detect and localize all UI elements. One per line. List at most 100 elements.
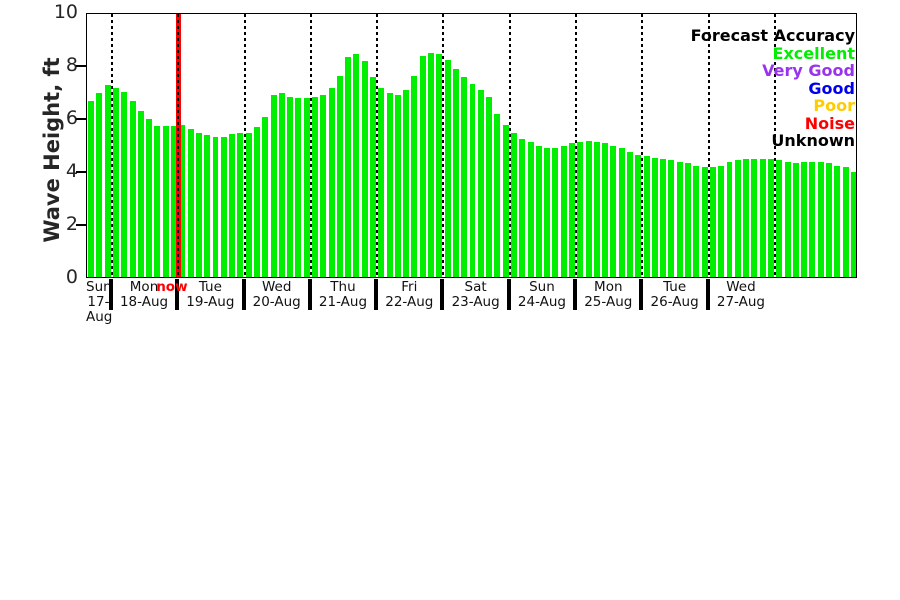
x-axis-day-date: 27-Aug bbox=[716, 294, 765, 310]
bar bbox=[403, 90, 410, 277]
now-label: now bbox=[156, 279, 188, 295]
bar bbox=[651, 157, 658, 277]
bar bbox=[602, 143, 609, 277]
bar bbox=[104, 84, 111, 277]
x-axis-day-date: 24-Aug bbox=[517, 294, 567, 310]
bar bbox=[660, 159, 667, 277]
x-axis-day-cell: Wed 27-Aug bbox=[708, 279, 774, 313]
bar bbox=[577, 141, 584, 277]
bar bbox=[759, 159, 766, 277]
bar bbox=[187, 128, 194, 277]
day-divider bbox=[243, 14, 246, 277]
bar bbox=[585, 140, 592, 277]
day-divider bbox=[575, 14, 578, 277]
bar bbox=[767, 159, 774, 277]
bar bbox=[552, 148, 559, 277]
bar bbox=[593, 141, 600, 277]
bar bbox=[801, 161, 808, 277]
bar bbox=[311, 96, 318, 277]
bar bbox=[195, 132, 202, 277]
bar bbox=[295, 98, 302, 277]
bar bbox=[162, 125, 169, 277]
x-axis-day-cell: Mon 25-Aug bbox=[575, 279, 641, 313]
bar bbox=[394, 95, 401, 277]
bar bbox=[825, 163, 832, 277]
bar bbox=[751, 159, 758, 277]
bar bbox=[287, 96, 294, 277]
x-axis-day-separator bbox=[307, 279, 312, 310]
x-axis-day-date: 17-Aug bbox=[86, 294, 113, 325]
bar bbox=[212, 136, 219, 277]
x-axis-day-date: 18-Aug bbox=[119, 294, 169, 310]
x-axis-day-separator bbox=[639, 279, 644, 310]
bar bbox=[370, 76, 376, 277]
bar bbox=[627, 152, 633, 277]
x-axis-day-separator bbox=[108, 279, 113, 310]
y-axis-tick-label: 8 bbox=[65, 54, 78, 76]
bar bbox=[452, 68, 459, 277]
bar bbox=[792, 163, 799, 277]
x-axis-day-name: Mon bbox=[129, 279, 159, 295]
bar bbox=[850, 172, 856, 277]
bar bbox=[726, 161, 733, 277]
bar bbox=[734, 160, 741, 277]
x-axis-day-separator bbox=[241, 279, 246, 310]
bar bbox=[96, 92, 103, 277]
bar bbox=[428, 53, 435, 277]
x-axis-day-name: Tue bbox=[198, 279, 222, 295]
bar bbox=[685, 163, 692, 277]
bar bbox=[444, 59, 451, 277]
bar bbox=[618, 148, 625, 277]
x-axis-day-date: 22-Aug bbox=[385, 294, 434, 310]
bar bbox=[709, 167, 716, 277]
bar bbox=[204, 135, 211, 277]
bar bbox=[154, 125, 161, 277]
y-axis-tick-label: 4 bbox=[65, 160, 78, 182]
bar bbox=[527, 141, 534, 277]
y-axis-tick-label: 6 bbox=[65, 107, 78, 129]
y-axis-tick-label: 2 bbox=[65, 213, 78, 235]
bar bbox=[378, 87, 385, 277]
x-axis-day-cell: Fri 22-Aug bbox=[376, 279, 442, 313]
day-divider bbox=[376, 14, 379, 277]
bar bbox=[336, 75, 343, 277]
x-axis-day-date: 20-Aug bbox=[252, 294, 301, 310]
day-divider bbox=[309, 14, 312, 277]
bar bbox=[784, 161, 791, 277]
x-axis-day-date: 19-Aug bbox=[186, 294, 235, 310]
x-axis-day-name: Sun bbox=[86, 279, 112, 295]
x-axis-day-cell: Sun 24-Aug bbox=[509, 279, 575, 313]
bar bbox=[494, 114, 501, 277]
bar bbox=[668, 160, 675, 277]
bar bbox=[345, 57, 352, 277]
x-axis-day-date: 25-Aug bbox=[584, 294, 633, 310]
bar bbox=[436, 54, 443, 277]
bar bbox=[278, 92, 285, 277]
bar bbox=[137, 111, 144, 277]
x-axis-day-name: Tue bbox=[663, 279, 687, 295]
x-axis-day-separator bbox=[175, 279, 180, 310]
bar bbox=[121, 91, 128, 277]
bar bbox=[610, 145, 617, 277]
bar bbox=[560, 145, 567, 277]
bar bbox=[386, 92, 393, 277]
bar bbox=[519, 139, 526, 277]
y-axis-tick-mark bbox=[76, 171, 86, 173]
x-axis-day-cell: Mon 18-Aug bbox=[111, 279, 177, 313]
x-axis-day-separator bbox=[374, 279, 379, 310]
bar bbox=[361, 61, 368, 277]
bar bbox=[568, 143, 575, 277]
x-axis-day-name: Thu bbox=[330, 279, 356, 295]
x-axis-day-name: Mon bbox=[594, 279, 623, 295]
bar bbox=[643, 156, 650, 277]
bar bbox=[129, 100, 136, 277]
bar bbox=[544, 148, 551, 277]
bar bbox=[270, 95, 277, 277]
bar bbox=[842, 167, 849, 277]
x-axis-day-name: Sun bbox=[529, 279, 555, 295]
bar bbox=[253, 127, 260, 277]
x-axis-day-name: Fri bbox=[401, 279, 418, 295]
x-axis-day-cell: Wed 20-Aug bbox=[244, 279, 310, 313]
bar bbox=[88, 100, 95, 277]
